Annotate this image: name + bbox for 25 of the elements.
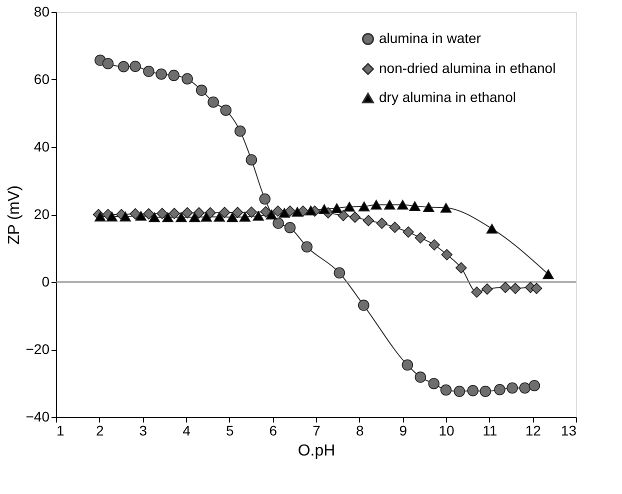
x-tick-label: 13 xyxy=(560,422,577,438)
x-tick-label: 7 xyxy=(312,422,321,438)
x-tick-label: 8 xyxy=(356,422,364,438)
legend-label: non-dried alumina in ethanol xyxy=(379,60,556,76)
x-tick-label: 9 xyxy=(399,422,408,438)
y-tick-label: 20 xyxy=(34,206,50,222)
x-tick-label: 2 xyxy=(96,422,104,438)
legend-label: alumina in water xyxy=(379,30,482,46)
x-tick-label: 4 xyxy=(182,422,191,438)
x-tick-label: 3 xyxy=(139,422,148,438)
y-tick-label: −20 xyxy=(26,341,50,357)
x-tick-label: 11 xyxy=(482,422,498,438)
x-tick-label: 6 xyxy=(269,422,278,438)
x-tick-label: 10 xyxy=(438,422,454,438)
y-axis-title: ZP (mV) xyxy=(6,185,23,245)
y-tick-label: 60 xyxy=(34,71,50,87)
legend-label: dry alumina in ethanol xyxy=(379,89,516,105)
y-tick-label: 80 xyxy=(34,4,50,20)
x-axis-title: O.pH xyxy=(298,442,336,460)
y-tick-label: 0 xyxy=(42,274,50,290)
x-tick-label: 12 xyxy=(525,422,542,438)
y-tick-label: 40 xyxy=(34,138,50,154)
x-tick-label: 5 xyxy=(226,422,234,438)
y-tick-label: −40 xyxy=(26,408,50,424)
x-tick-label: 1 xyxy=(56,422,64,438)
